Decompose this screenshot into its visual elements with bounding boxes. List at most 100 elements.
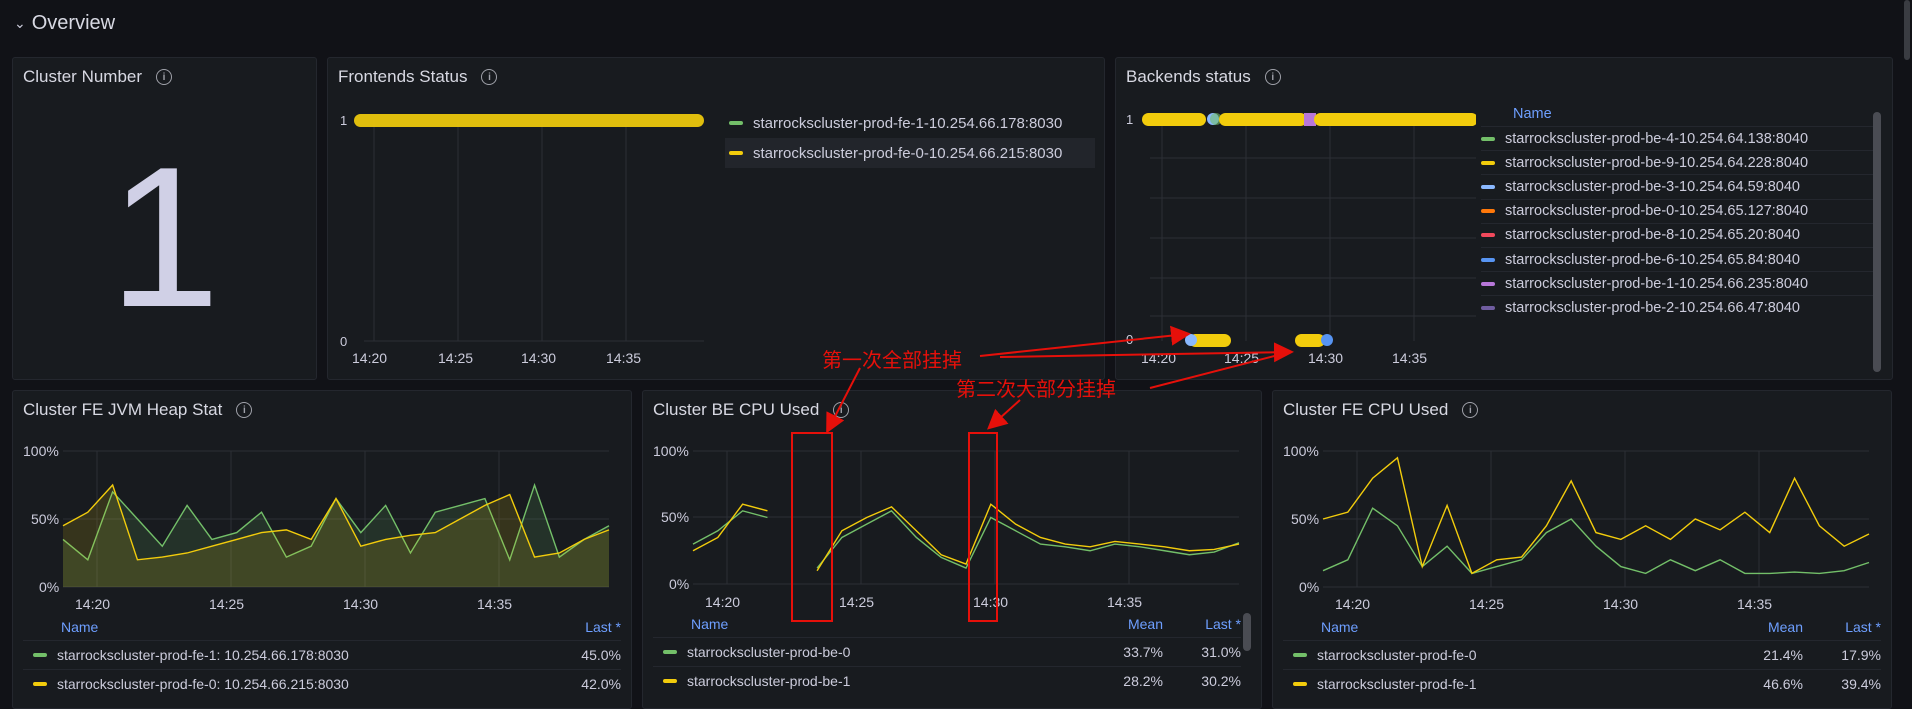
legend-header-name[interactable]: Name xyxy=(1513,106,1552,122)
be-status-bar xyxy=(1295,334,1325,347)
y-tick: 1 xyxy=(340,113,347,128)
be-status-bar xyxy=(1219,113,1307,126)
x-tick: 14:20 xyxy=(705,594,740,610)
be-status-bar xyxy=(1314,113,1476,126)
panel-title-text: Backends status xyxy=(1126,67,1251,86)
legend-last: 17.9% xyxy=(1841,647,1881,663)
y-tick: 100% xyxy=(653,443,689,459)
panel-title[interactable]: Cluster FE JVM Heap Stat i xyxy=(23,400,253,420)
series-swatch xyxy=(663,650,677,654)
series-line xyxy=(1322,507,1870,575)
y-tick: 50% xyxy=(31,511,59,527)
series-swatch xyxy=(33,682,47,686)
series-swatch xyxy=(1293,653,1307,657)
legend-scrollbar[interactable] xyxy=(1873,112,1881,372)
legend-header-last[interactable]: Last * xyxy=(1205,616,1241,632)
x-tick: 14:25 xyxy=(839,594,874,610)
series-line xyxy=(692,510,768,545)
frontends-legend: starrockscluster-prod-fe-1-10.254.66.178… xyxy=(725,108,1095,168)
x-tick: 14:30 xyxy=(521,350,556,366)
overview-row-header[interactable]: ⌄ Overview xyxy=(14,12,115,35)
legend-item[interactable]: starrockscluster-prod-fe-1-10.254.66.178… xyxy=(725,108,1095,138)
legend-header-last[interactable]: Last * xyxy=(1845,619,1881,635)
legend-item[interactable]: starrockscluster-prod-be-8-10.254.65.20:… xyxy=(1481,222,1879,247)
frontends-chart: 1 0 14:20 14:25 14:30 14:35 xyxy=(340,113,704,366)
annotation-second: 第二次大部分挂掉 xyxy=(956,377,1116,401)
legend-header-mean[interactable]: Mean xyxy=(1127,616,1163,632)
y-tick: 0% xyxy=(1299,579,1319,595)
legend-item[interactable]: starrockscluster-prod-fe-1 46.6% 39.4% xyxy=(1283,669,1881,698)
legend-item[interactable]: starrockscluster-prod-be-0-10.254.65.127… xyxy=(1481,198,1879,223)
series-swatch xyxy=(1481,136,1495,141)
legend-header-name[interactable]: Name xyxy=(1321,619,1359,635)
legend-label: starrockscluster-prod-be-1 xyxy=(687,673,851,689)
y-tick: 100% xyxy=(1283,443,1319,459)
fe-cpu-legend: Name Mean Last * starrockscluster-prod-f… xyxy=(1283,614,1881,698)
be-cpu-chart: 100% 50% 0% 14:20 14:25 14:30 14:35 xyxy=(653,443,1240,610)
legend-label: starrockscluster-prod-fe-0: 10.254.66.21… xyxy=(57,676,349,692)
legend-item[interactable]: starrockscluster-prod-be-9-10.254.64.228… xyxy=(1481,150,1879,174)
series-swatch xyxy=(1481,160,1495,165)
series-swatch xyxy=(1293,682,1307,686)
legend-item[interactable]: starrockscluster-prod-fe-0 21.4% 17.9% xyxy=(1283,640,1881,669)
legend-label: starrockscluster-prod-be-4-10.254.64.138… xyxy=(1505,130,1809,147)
panel-title[interactable]: Cluster FE CPU Used i xyxy=(1283,400,1479,420)
legend-label: starrockscluster-prod-be-8-10.254.65.20:… xyxy=(1505,227,1800,244)
legend-mean: 33.7% xyxy=(1123,644,1163,660)
x-tick: 14:25 xyxy=(1224,350,1259,366)
panel-title[interactable]: Frontends Status i xyxy=(338,67,498,87)
chevron-down-icon[interactable]: ⌄ xyxy=(14,15,26,31)
legend-header: Name Last * xyxy=(23,614,621,640)
legend-item[interactable]: starrockscluster-prod-be-6-10.254.65.84:… xyxy=(1481,246,1879,271)
page-scrollbar[interactable] xyxy=(1904,0,1910,60)
series-area xyxy=(63,485,609,587)
panel-title[interactable]: Backends status i xyxy=(1126,67,1281,87)
info-icon[interactable]: i xyxy=(1462,402,1479,418)
info-icon[interactable]: i xyxy=(236,402,253,418)
x-tick: 14:20 xyxy=(75,596,110,612)
row-title: Overview xyxy=(31,12,116,34)
legend-item[interactable]: starrockscluster-prod-be-1 28.2% 30.2% xyxy=(653,666,1241,695)
legend-item[interactable]: starrockscluster-prod-fe-0: 10.254.66.21… xyxy=(23,669,621,698)
be-status-bar xyxy=(1304,113,1316,126)
be-status-dot xyxy=(1185,334,1197,346)
series-swatch xyxy=(1481,305,1495,310)
legend-item[interactable]: starrockscluster-prod-be-1-10.254.66.235… xyxy=(1481,271,1879,295)
fe-cpu-panel: Cluster FE CPU Used i 100% 50% 0% 14:20 … xyxy=(1272,390,1892,709)
legend-header-name[interactable]: Name xyxy=(691,616,729,632)
legend-item[interactable]: starrockscluster-prod-be-2-10.254.66.47:… xyxy=(1481,295,1879,319)
x-tick: 14:25 xyxy=(209,596,244,612)
legend-item[interactable]: starrockscluster-prod-be-3-10.254.64.59:… xyxy=(1481,174,1879,198)
panel-title[interactable]: Cluster Number i xyxy=(23,67,173,87)
legend-item[interactable]: starrockscluster-prod-be-4-10.254.64.138… xyxy=(1481,126,1879,150)
legend-label: starrockscluster-prod-be-3-10.254.64.59:… xyxy=(1505,178,1800,195)
info-icon[interactable]: i xyxy=(481,69,498,85)
legend-item[interactable]: starrockscluster-prod-fe-0-10.254.66.215… xyxy=(725,138,1095,168)
legend-mean: 21.4% xyxy=(1763,647,1803,663)
legend-item[interactable]: starrockscluster-prod-be-0 33.7% 31.0% xyxy=(653,637,1241,666)
legend-label: starrockscluster-prod-fe-1 xyxy=(1317,676,1477,692)
legend-header-last[interactable]: Last * xyxy=(585,619,621,635)
info-icon[interactable]: i xyxy=(156,69,173,85)
legend-label: starrockscluster-prod-be-2-10.254.66.47:… xyxy=(1505,299,1800,316)
x-tick: 14:25 xyxy=(438,350,473,366)
legend-header-mean[interactable]: Mean xyxy=(1767,619,1803,635)
legend-scrollbar[interactable] xyxy=(1243,613,1251,651)
x-tick: 14:35 xyxy=(1392,350,1427,366)
legend-label: starrockscluster-prod-fe-1-10.254.66.178… xyxy=(753,114,1063,132)
y-tick: 0 xyxy=(1126,332,1133,347)
legend-header-name[interactable]: Name xyxy=(61,619,99,635)
legend-item[interactable]: starrockscluster-prod-fe-1: 10.254.66.17… xyxy=(23,640,621,669)
info-icon[interactable]: i xyxy=(1264,69,1281,85)
backends-chart: 1 0 14:20 14:25 14:30 14:35 xyxy=(1126,112,1476,366)
series-line xyxy=(62,483,610,561)
annotation-first: 第一次全部挂掉 xyxy=(822,348,962,372)
legend-label: starrockscluster-prod-be-1-10.254.66.235… xyxy=(1505,275,1809,292)
be-status-dot xyxy=(1210,113,1222,125)
frontends-status-panel: Frontends Status i 1 0 14:20 14:25 14:30… xyxy=(327,57,1105,380)
cluster-number-value: 1 xyxy=(108,126,221,349)
series-swatch xyxy=(1481,209,1495,214)
panel-title-text: Cluster FE CPU Used xyxy=(1283,400,1449,419)
y-tick: 50% xyxy=(661,509,689,525)
fe-jvm-legend: Name Last * starrockscluster-prod-fe-1: … xyxy=(23,614,621,698)
